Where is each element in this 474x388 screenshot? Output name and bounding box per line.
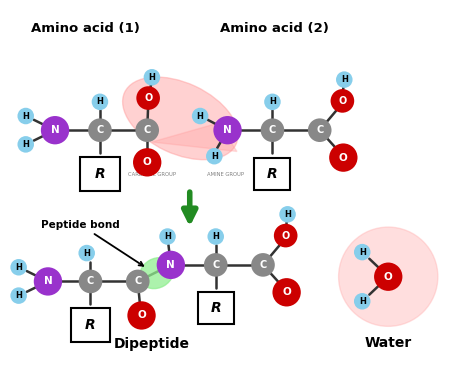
Text: C: C [316, 125, 323, 135]
Text: C: C [269, 125, 276, 135]
Circle shape [126, 270, 150, 293]
Circle shape [213, 116, 242, 144]
FancyBboxPatch shape [80, 157, 120, 191]
Text: C: C [212, 260, 219, 270]
Text: C: C [87, 276, 94, 286]
Circle shape [128, 301, 156, 330]
Text: AMINE GROUP: AMINE GROUP [207, 171, 244, 177]
Circle shape [354, 244, 371, 260]
Circle shape [204, 253, 228, 277]
Circle shape [79, 270, 102, 293]
Circle shape [10, 259, 27, 275]
Circle shape [144, 69, 160, 85]
Circle shape [41, 116, 69, 144]
Circle shape [18, 108, 34, 124]
Circle shape [336, 71, 353, 88]
Circle shape [273, 278, 301, 307]
Text: Amino acid (2): Amino acid (2) [220, 22, 329, 35]
Text: Amino acid (1): Amino acid (1) [31, 22, 140, 35]
FancyBboxPatch shape [71, 308, 110, 342]
Text: O: O [137, 310, 146, 320]
Text: O: O [143, 158, 152, 167]
Ellipse shape [140, 258, 173, 289]
Circle shape [308, 118, 331, 142]
Text: N: N [166, 260, 175, 270]
Text: H: H [212, 232, 219, 241]
Text: R: R [95, 167, 105, 181]
Text: H: H [359, 297, 365, 306]
Text: CARBOXYL GROUP: CARBOXYL GROUP [128, 171, 176, 177]
Circle shape [329, 144, 357, 172]
Text: O: O [384, 272, 392, 282]
Circle shape [18, 136, 34, 152]
Text: Peptide bond: Peptide bond [41, 220, 143, 266]
FancyArrowPatch shape [183, 192, 196, 220]
Text: H: H [211, 152, 218, 161]
Circle shape [251, 253, 275, 277]
Text: H: H [148, 73, 155, 82]
Circle shape [274, 224, 298, 248]
Circle shape [78, 245, 95, 262]
Circle shape [374, 263, 402, 291]
Circle shape [338, 227, 438, 326]
Circle shape [91, 94, 108, 110]
Ellipse shape [123, 77, 238, 160]
FancyBboxPatch shape [198, 292, 234, 324]
Text: O: O [282, 287, 291, 297]
Text: Dipeptide: Dipeptide [114, 337, 190, 351]
Text: H: H [269, 97, 276, 106]
Circle shape [264, 94, 281, 110]
Text: C: C [259, 260, 266, 270]
Text: O: O [282, 230, 290, 241]
Text: H: H [15, 263, 22, 272]
Text: C: C [96, 125, 103, 135]
Circle shape [137, 86, 160, 110]
Circle shape [354, 293, 371, 310]
Circle shape [88, 118, 112, 142]
Circle shape [279, 206, 296, 223]
Circle shape [156, 251, 185, 279]
Text: Water: Water [365, 336, 412, 350]
Text: R: R [85, 318, 96, 332]
Circle shape [192, 108, 209, 124]
Text: C: C [144, 125, 151, 135]
Polygon shape [152, 123, 237, 151]
Circle shape [208, 228, 224, 245]
Circle shape [206, 148, 223, 165]
Circle shape [159, 228, 176, 245]
Text: H: H [15, 291, 22, 300]
Text: N: N [223, 125, 232, 135]
Text: H: H [197, 111, 203, 121]
Text: N: N [44, 276, 52, 286]
Text: N: N [51, 125, 59, 135]
Text: O: O [338, 96, 346, 106]
Text: C: C [134, 276, 141, 286]
Text: R: R [210, 301, 221, 315]
Circle shape [133, 148, 161, 177]
FancyBboxPatch shape [255, 158, 291, 190]
Circle shape [261, 118, 284, 142]
Text: R: R [267, 167, 278, 181]
Text: H: H [97, 97, 103, 106]
Circle shape [330, 89, 354, 113]
Text: H: H [83, 249, 90, 258]
Text: H: H [359, 248, 365, 256]
Circle shape [10, 288, 27, 304]
Text: H: H [22, 111, 29, 121]
Text: H: H [164, 232, 171, 241]
Circle shape [136, 118, 159, 142]
Text: O: O [339, 152, 348, 163]
Text: H: H [284, 210, 291, 219]
Circle shape [34, 267, 62, 296]
Text: H: H [341, 75, 348, 84]
Text: H: H [22, 140, 29, 149]
Text: O: O [144, 93, 152, 103]
